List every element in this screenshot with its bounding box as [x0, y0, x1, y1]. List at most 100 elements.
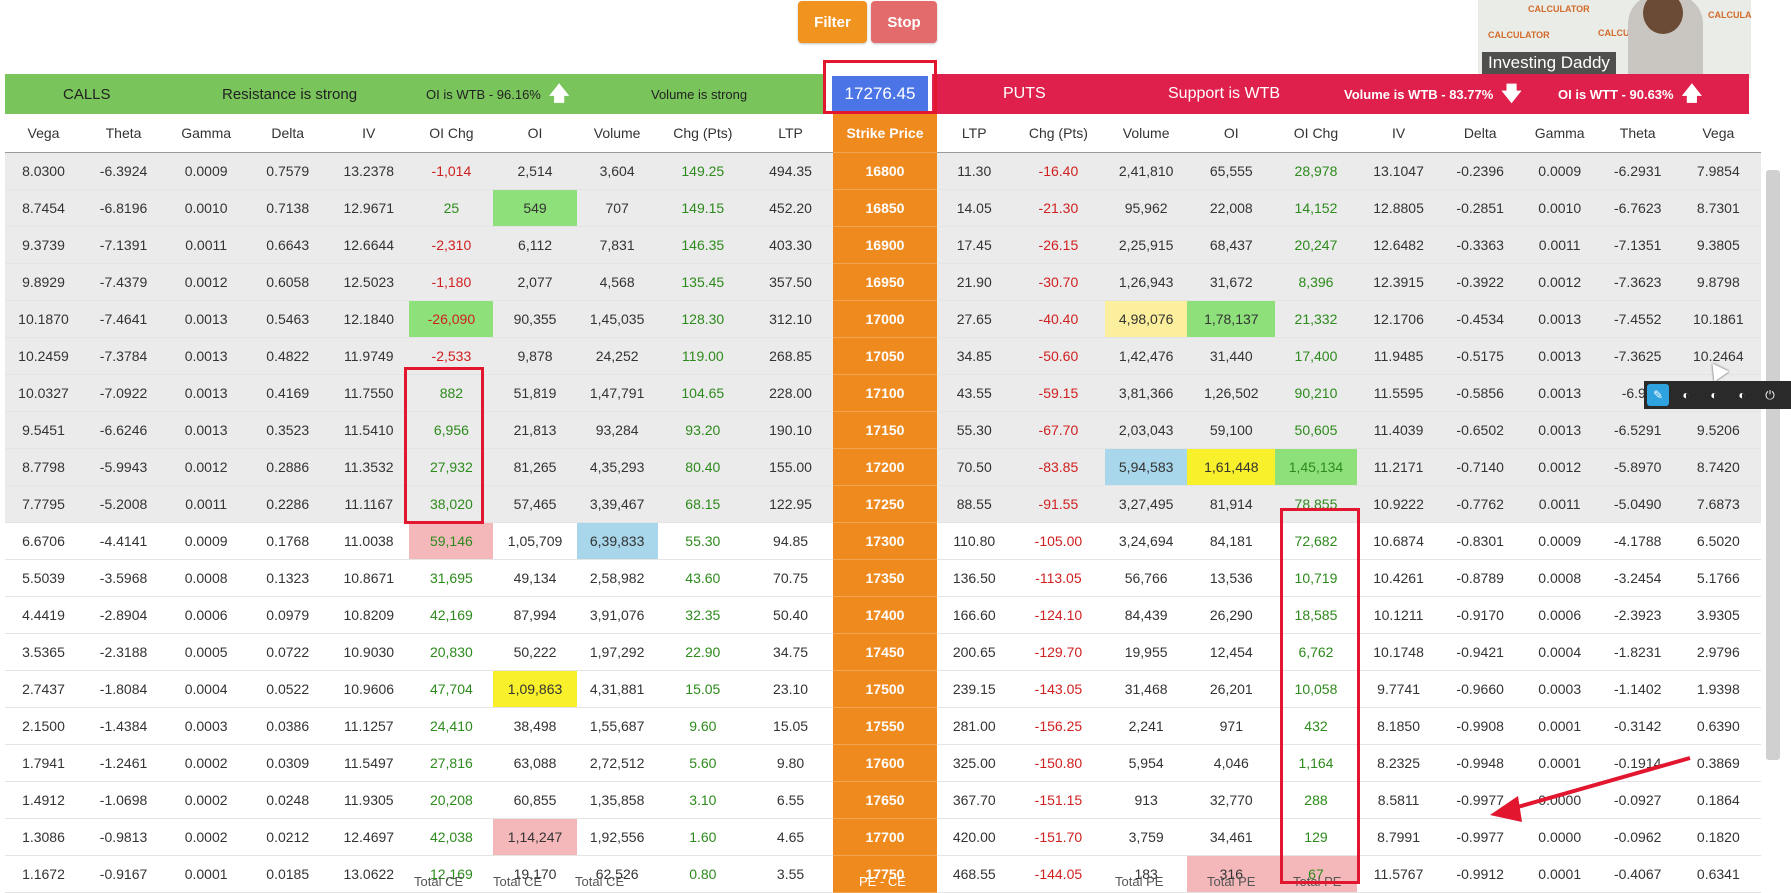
cell-call-oi-chg: -2,310 — [409, 226, 494, 264]
cell-put-delta: -0.5856 — [1440, 374, 1520, 412]
color-icon[interactable]: ◐ — [1682, 388, 1690, 402]
cell-put-theta: -2.3923 — [1599, 596, 1676, 634]
cell-call-theta: -7.4641 — [81, 300, 166, 338]
power-icon[interactable]: ⏻ — [1765, 387, 1775, 402]
cell-put-iv: 11.5767 — [1356, 855, 1441, 893]
vertical-scrollbar[interactable] — [1766, 170, 1780, 760]
cell-put-oi: 34,461 — [1187, 818, 1276, 856]
footer-total-ce-volume: Total CE — [575, 874, 625, 889]
color-icon[interactable]: ◐ — [1738, 388, 1746, 402]
cell-call-vega: 9.8929 — [5, 263, 82, 301]
cell-put-vega: 9.5206 — [1675, 411, 1761, 449]
cell-call-oi-chg: 12,169 — [409, 855, 494, 893]
cell-call-chg-pts: 68.15 — [657, 485, 748, 523]
footer-total-ce-oi: Total CE — [493, 874, 543, 889]
cell-strike-price: 17450 — [833, 633, 937, 671]
cell-call-ltp: 357.50 — [747, 263, 834, 301]
cell-call-vega: 5.5039 — [5, 559, 82, 597]
cell-put-oi-chg: 10,058 — [1275, 670, 1357, 708]
cell-call-chg-pts: 15.05 — [657, 670, 748, 708]
cell-call-theta: -0.9167 — [81, 855, 166, 893]
cell-call-ltp: 15.05 — [747, 707, 834, 745]
cell-call-oi-chg: 882 — [409, 374, 494, 412]
cell-call-volume: 3,39,467 — [576, 485, 658, 523]
calls-resistance-status: Resistance is strong — [222, 85, 358, 103]
cell-call-chg-pts: 104.65 — [657, 374, 748, 412]
webcam-stamp: CALCULATOR — [1708, 10, 1751, 20]
pen-icon[interactable]: ✎ — [1647, 384, 1669, 406]
cell-put-chg-pts: -143.05 — [1011, 670, 1106, 708]
cell-call-theta: -6.3924 — [81, 152, 166, 190]
cell-call-theta: -1.4384 — [81, 707, 166, 745]
cell-call-vega: 10.2459 — [5, 337, 82, 375]
cell-put-oi-chg: 28,978 — [1275, 152, 1357, 190]
cell-call-theta: -7.4379 — [81, 263, 166, 301]
cell-put-delta: -0.9908 — [1440, 707, 1520, 745]
cell-strike-price: 17350 — [833, 559, 937, 597]
cell-put-oi-chg: 8,396 — [1275, 263, 1357, 301]
cell-put-gamma: 0.0006 — [1519, 596, 1600, 634]
cell-call-ltp: 3.55 — [747, 855, 834, 893]
cell-put-oi-chg: 14,152 — [1275, 189, 1357, 227]
cell-put-vega: 0.1864 — [1675, 781, 1761, 819]
cell-call-delta: 0.0386 — [247, 707, 329, 745]
cell-call-volume: 1,92,556 — [576, 818, 658, 856]
cell-put-theta: -1.8231 — [1599, 633, 1676, 671]
cell-put-chg-pts: -59.15 — [1011, 374, 1106, 412]
cell-call-vega: 3.5365 — [5, 633, 82, 671]
cell-put-oi: 1,78,137 — [1187, 300, 1276, 338]
cell-put-iv: 11.9485 — [1356, 337, 1441, 375]
cell-call-chg-pts: 32.35 — [657, 596, 748, 634]
cell-put-chg-pts: -50.60 — [1011, 337, 1106, 375]
cell-call-ltp: 268.85 — [747, 337, 834, 375]
cell-put-theta: -1.1402 — [1599, 670, 1676, 708]
spot-price: 17276.45 — [832, 76, 928, 112]
cell-put-iv: 13.1047 — [1356, 152, 1441, 190]
cell-put-delta: -0.8789 — [1440, 559, 1520, 597]
cell-call-gamma: 0.0012 — [165, 263, 248, 301]
cell-call-oi: 1,05,709 — [493, 522, 577, 560]
cell-put-delta: -0.9421 — [1440, 633, 1520, 671]
recorder-toolbar: ✎ ◐ ◐ ◐ ⏻ — [1644, 381, 1791, 409]
cell-call-ltp: 312.10 — [747, 300, 834, 338]
cell-put-iv: 8.5811 — [1356, 781, 1441, 819]
filter-button[interactable]: Filter — [798, 1, 867, 43]
cell-call-oi: 9,878 — [493, 337, 577, 375]
cell-call-gamma: 0.0010 — [165, 189, 248, 227]
stop-button[interactable]: Stop — [871, 1, 937, 43]
cell-put-ltp: 367.70 — [936, 781, 1012, 819]
cell-put-theta: -6.7623 — [1599, 189, 1676, 227]
cell-put-iv: 11.4039 — [1356, 411, 1441, 449]
cell-call-oi-chg: 20,830 — [409, 633, 494, 671]
cell-put-theta: -4.1788 — [1599, 522, 1676, 560]
cell-put-delta: -0.2396 — [1440, 152, 1520, 190]
cell-call-delta: 0.2286 — [247, 485, 329, 523]
cell-call-theta: -5.9943 — [81, 448, 166, 486]
cell-call-ltp: 6.55 — [747, 781, 834, 819]
cell-call-volume: 4,568 — [576, 263, 658, 301]
cell-call-chg-pts: 5.60 — [657, 744, 748, 782]
cell-put-ltp: 11.30 — [936, 152, 1012, 190]
table-row: 1.1672 -0.9167 0.0001 0.0185 13.0622 12,169 19… — [5, 855, 1761, 893]
cell-put-vega: 0.6390 — [1675, 707, 1761, 745]
cell-strike-price: 17650 — [833, 781, 937, 819]
cell-call-theta: -7.0922 — [81, 374, 166, 412]
calls-volume-status: Volume is strong — [651, 86, 748, 102]
cell-call-oi-chg: 47,704 — [409, 670, 494, 708]
color-icon[interactable]: ◐ — [1710, 388, 1718, 402]
cell-put-volume: 56,766 — [1105, 559, 1188, 597]
cell-put-oi-chg: 6,762 — [1275, 633, 1357, 671]
calls-oi-status: OI is WTB - 96.16% 🡅 — [426, 84, 569, 104]
cell-call-vega: 8.7454 — [5, 189, 82, 227]
cell-call-vega: 6.6706 — [5, 522, 82, 560]
annotation-box-puts-oi-chg — [1280, 508, 1360, 884]
cell-strike-price: 17000 — [833, 300, 937, 338]
cell-put-volume: 19,955 — [1105, 633, 1188, 671]
cell-put-delta: -0.9170 — [1440, 596, 1520, 634]
cell-put-iv: 10.1748 — [1356, 633, 1441, 671]
table-row: 4.4419 -2.8904 0.0006 0.0979 10.8209 42,169 87… — [5, 596, 1761, 634]
cell-put-oi-chg: 288 — [1275, 781, 1357, 819]
cell-put-gamma: 0.0001 — [1519, 744, 1600, 782]
cell-call-delta: 0.0522 — [247, 670, 329, 708]
cell-call-volume: 1,47,791 — [576, 374, 658, 412]
